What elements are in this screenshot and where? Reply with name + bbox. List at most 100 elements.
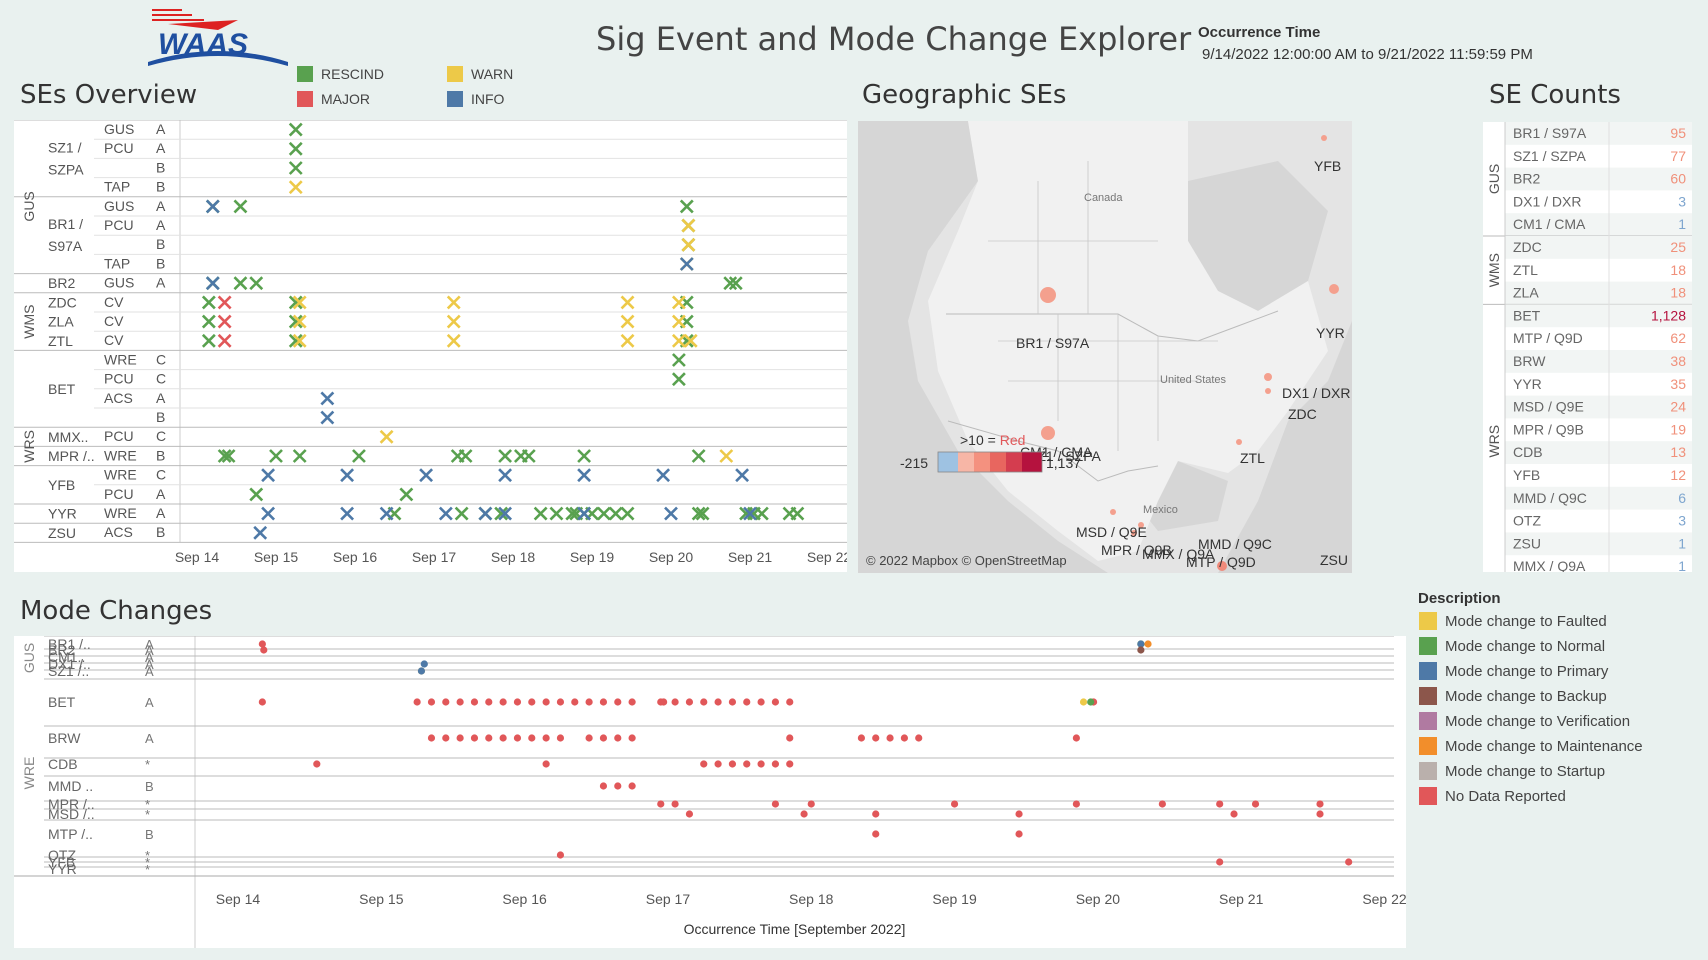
mc-mark[interactable] — [556, 734, 565, 742]
se-mark-rescind[interactable] — [249, 487, 264, 502]
se-mark-major[interactable] — [217, 295, 232, 310]
mc-mark[interactable] — [786, 734, 794, 742]
se-mark-info[interactable] — [664, 506, 678, 521]
mc-mark[interactable] — [542, 698, 550, 706]
mc-mark[interactable] — [1072, 800, 1080, 808]
se-mark-rescind[interactable] — [201, 333, 216, 348]
se-mark-rescind[interactable] — [201, 295, 216, 310]
se-mark-rescind[interactable] — [454, 506, 469, 521]
se-mark-rescind[interactable] — [269, 449, 283, 463]
mc-mark[interactable] — [499, 734, 507, 742]
se-mark-rescind[interactable] — [233, 276, 248, 291]
mc-mark[interactable] — [456, 734, 464, 742]
mc-mark[interactable] — [685, 810, 694, 818]
se-counts-table[interactable]: BR1 / S97A 95 SZ1 / SZPA 77 BR2 60 DX1 / DXR 3 C… — [1483, 122, 1692, 579]
mc-mark[interactable] — [786, 760, 794, 768]
se-mark-info[interactable] — [261, 468, 276, 483]
mc-mark[interactable] — [1216, 800, 1224, 808]
mc-mark[interactable] — [700, 698, 708, 706]
se-mark-warn[interactable] — [620, 333, 635, 348]
se-mark-rescind[interactable] — [691, 506, 706, 521]
mc-mark[interactable] — [857, 734, 866, 742]
se-mark-warn[interactable] — [446, 295, 461, 310]
mc-mark[interactable] — [513, 734, 522, 742]
se-mark-info[interactable] — [743, 506, 757, 521]
se-mark-rescind[interactable] — [695, 506, 710, 521]
mc-mark[interactable] — [757, 760, 765, 768]
se-mark-warn[interactable] — [681, 237, 696, 252]
mc-mark[interactable] — [671, 698, 679, 706]
mc-legend-item[interactable]: No Data Reported — [1419, 787, 1566, 805]
se-mark-info[interactable] — [320, 391, 335, 406]
mc-mark[interactable] — [614, 734, 622, 742]
se-mark-info[interactable] — [253, 525, 268, 540]
mc-mark[interactable] — [807, 800, 815, 808]
mc-mark[interactable] — [417, 667, 426, 675]
map-point-cm1[interactable] — [1041, 426, 1055, 440]
legend-info[interactable]: INFO — [447, 91, 504, 107]
se-mark-rescind[interactable] — [549, 506, 564, 521]
mc-mark[interactable] — [470, 734, 479, 742]
se-mark-info[interactable] — [438, 506, 453, 521]
mc-legend-item[interactable]: Mode change to Faulted — [1419, 612, 1607, 630]
mc-mark[interactable] — [1251, 800, 1260, 808]
se-mark-info[interactable] — [498, 506, 513, 521]
se-mark-info[interactable] — [577, 506, 592, 521]
se-mark-rescind[interactable] — [201, 314, 216, 329]
mc-mark[interactable] — [599, 698, 608, 706]
mc-mark[interactable] — [1015, 830, 1023, 838]
se-mark-info[interactable] — [205, 276, 220, 291]
se-mark-rescind[interactable] — [620, 506, 635, 521]
mc-mark[interactable] — [771, 698, 780, 706]
mc-mark[interactable] — [714, 760, 722, 768]
se-mark-rescind[interactable] — [608, 506, 623, 521]
se-mark-info[interactable] — [498, 468, 513, 483]
mc-mark[interactable] — [743, 760, 751, 768]
mc-mark[interactable] — [1072, 734, 1080, 742]
mc-mark[interactable] — [628, 782, 636, 790]
mc-mark[interactable] — [685, 698, 694, 706]
se-mark-rescind[interactable] — [288, 161, 303, 175]
mc-mark[interactable] — [585, 698, 593, 706]
mc-legend-item[interactable]: Mode change to Maintenance — [1419, 737, 1643, 755]
se-mark-info[interactable] — [679, 257, 694, 271]
map-point-msd[interactable] — [1110, 509, 1116, 515]
se-mark-warn[interactable] — [292, 314, 307, 329]
mc-mark[interactable] — [900, 734, 909, 742]
mc-mark[interactable] — [886, 734, 894, 742]
mc-mark[interactable] — [1158, 800, 1166, 808]
mc-mark[interactable] — [456, 698, 464, 706]
se-mark-rescind[interactable] — [754, 506, 769, 521]
map-point-mpr[interactable] — [1131, 530, 1137, 536]
mc-legend-item[interactable]: Mode change to Backup — [1419, 687, 1607, 705]
mc-mark[interactable] — [657, 800, 665, 808]
se-mark-rescind[interactable] — [671, 353, 686, 367]
mc-mark[interactable] — [442, 734, 450, 742]
se-mark-warn[interactable] — [681, 218, 696, 233]
mc-mark[interactable] — [585, 734, 593, 742]
mc-mark[interactable] — [728, 698, 737, 706]
mc-mark[interactable] — [427, 698, 436, 706]
mc-mark[interactable] — [1345, 858, 1353, 866]
se-mark-warn[interactable] — [292, 333, 307, 348]
se-mark-info[interactable] — [261, 506, 276, 521]
se-mark-info[interactable] — [340, 468, 355, 483]
mc-mark[interactable] — [771, 800, 780, 808]
se-mark-rescind[interactable] — [691, 449, 706, 463]
se-mark-warn[interactable] — [288, 180, 303, 195]
mc-mark[interactable] — [413, 698, 421, 706]
se-mark-rescind[interactable] — [288, 333, 303, 348]
mc-mark[interactable] — [313, 760, 321, 768]
map-point-ztl[interactable] — [1236, 439, 1242, 445]
se-mark-warn[interactable] — [446, 333, 461, 348]
mc-mark[interactable] — [915, 734, 923, 742]
mc-mark[interactable] — [258, 698, 266, 706]
mc-mark[interactable] — [700, 760, 708, 768]
map-point-br1[interactable] — [1040, 287, 1056, 303]
se-mark-rescind[interactable] — [521, 449, 536, 463]
se-mark-warn[interactable] — [671, 295, 686, 310]
mc-mark[interactable] — [470, 698, 479, 706]
mc-mark[interactable] — [1144, 640, 1152, 648]
se-mark-rescind[interactable] — [221, 449, 236, 463]
